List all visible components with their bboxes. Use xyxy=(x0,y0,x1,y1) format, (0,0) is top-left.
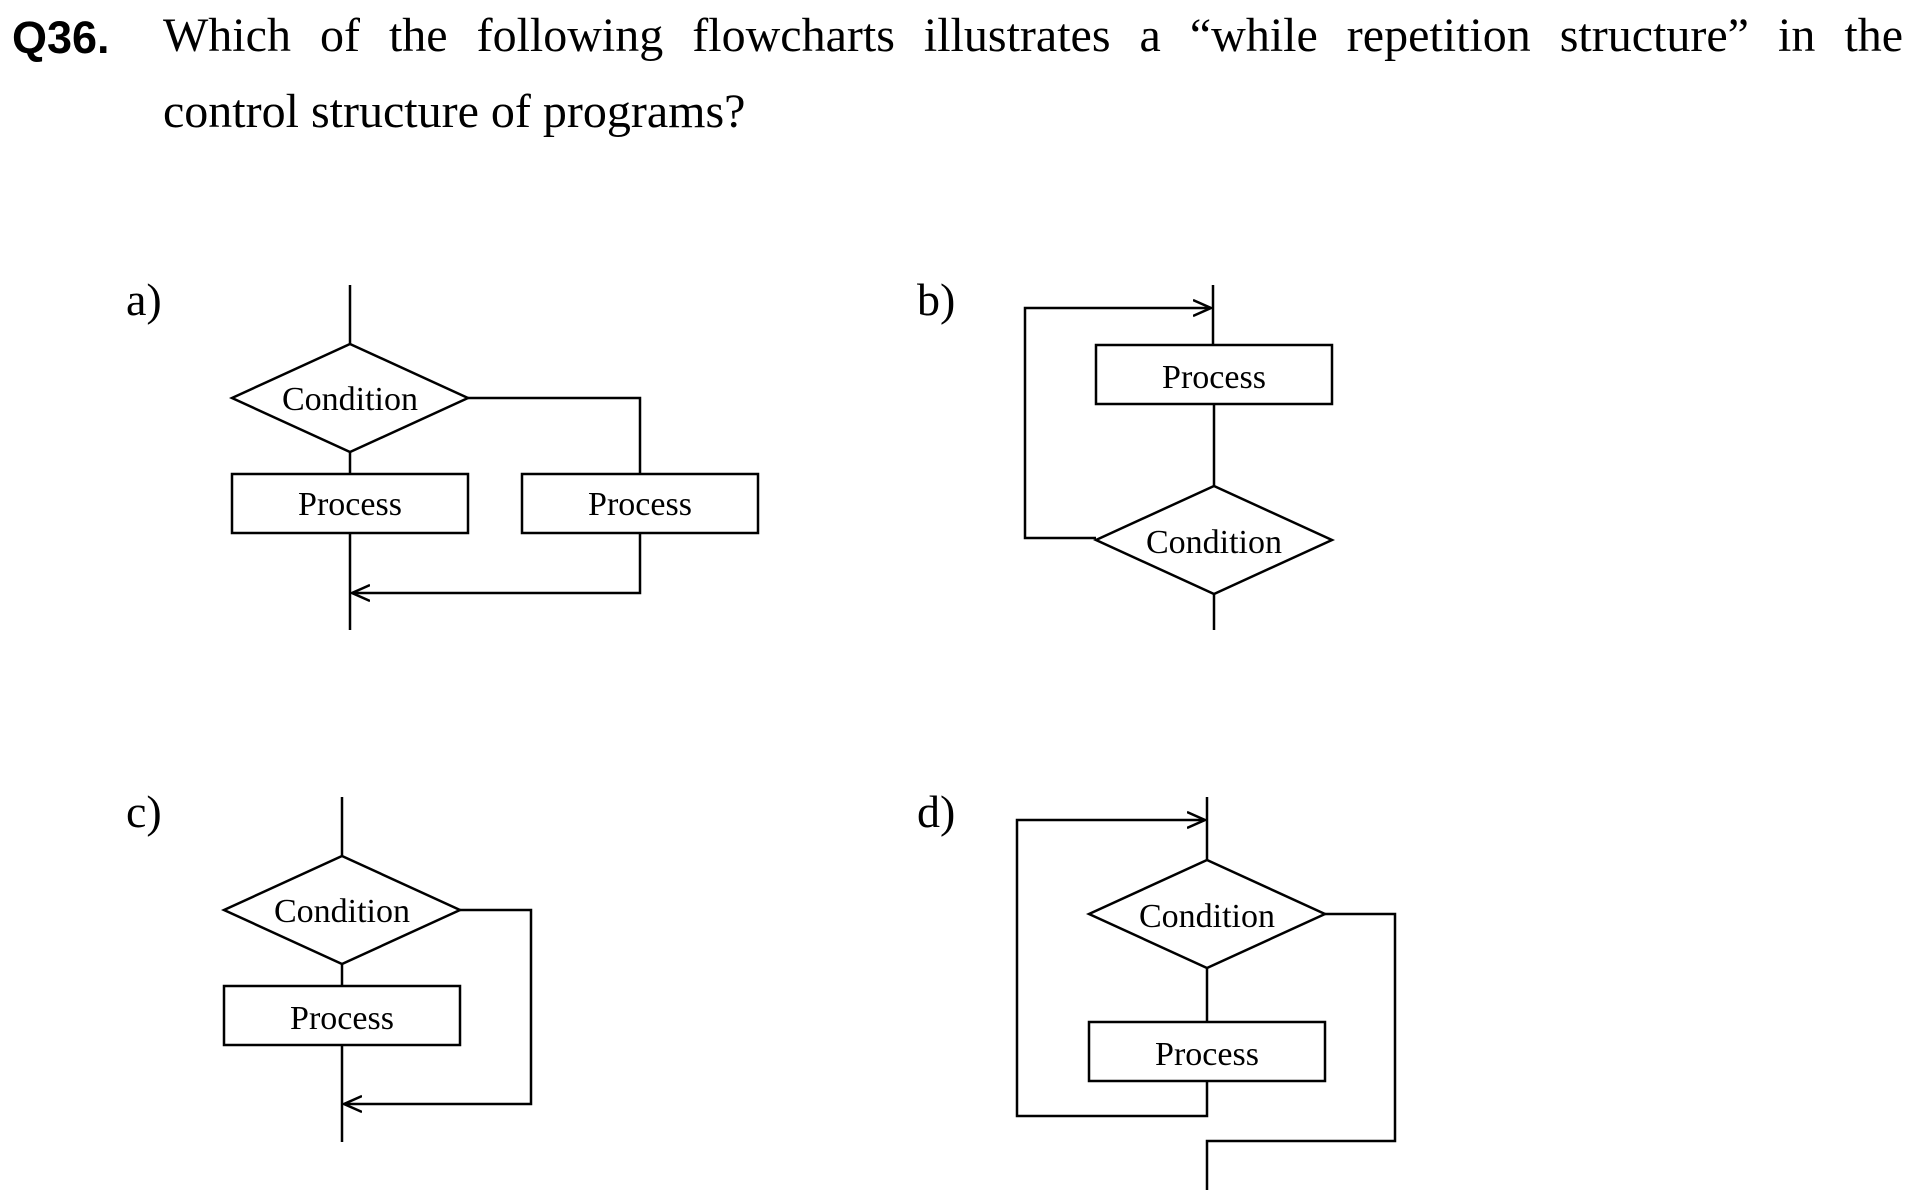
option-b[interactable]: b) Process Condition xyxy=(917,274,1336,630)
option-d-process-text: Process xyxy=(1155,1036,1259,1073)
option-b-process-box xyxy=(1094,343,1334,406)
option-c-bypass-arrow xyxy=(344,908,533,1104)
option-d-loop-arrow xyxy=(1015,820,1209,1118)
option-c[interactable]: c) Condition Process xyxy=(126,786,533,1142)
option-a-process-left-box xyxy=(230,472,470,535)
option-a-process-right-text: Process xyxy=(588,486,692,523)
option-a[interactable]: a) Condition Process Process xyxy=(126,274,760,630)
option-c-process-text: Process xyxy=(290,1000,394,1037)
option-a-branch-line xyxy=(468,396,642,474)
option-b-process-text: Process xyxy=(1162,359,1266,396)
option-c-process-box xyxy=(222,984,462,1047)
option-a-process-right-box xyxy=(520,472,760,535)
option-d-label: d) xyxy=(917,786,955,837)
question-text-line-2: control structure of programs? xyxy=(163,85,746,138)
option-d[interactable]: d) Condition Process xyxy=(917,786,1397,1190)
option-a-condition-text: Condition xyxy=(282,381,418,418)
option-d-condition-text: Condition xyxy=(1139,898,1275,935)
option-b-condition-text: Condition xyxy=(1146,524,1282,561)
option-a-label: a) xyxy=(126,274,162,325)
option-b-label: b) xyxy=(917,274,955,325)
option-a-process-left-text: Process xyxy=(298,486,402,523)
option-c-label: c) xyxy=(126,786,162,837)
option-c-condition-text: Condition xyxy=(274,893,410,930)
option-d-process-box xyxy=(1087,1020,1327,1083)
option-b-loop-arrow xyxy=(1023,308,1211,540)
question-text-line-1: Which of the following flowcharts illust… xyxy=(163,9,1903,62)
option-a-merge-arrow xyxy=(352,533,642,593)
question-number: Q36. xyxy=(12,12,110,63)
option-d-exit-line xyxy=(1205,912,1397,1190)
